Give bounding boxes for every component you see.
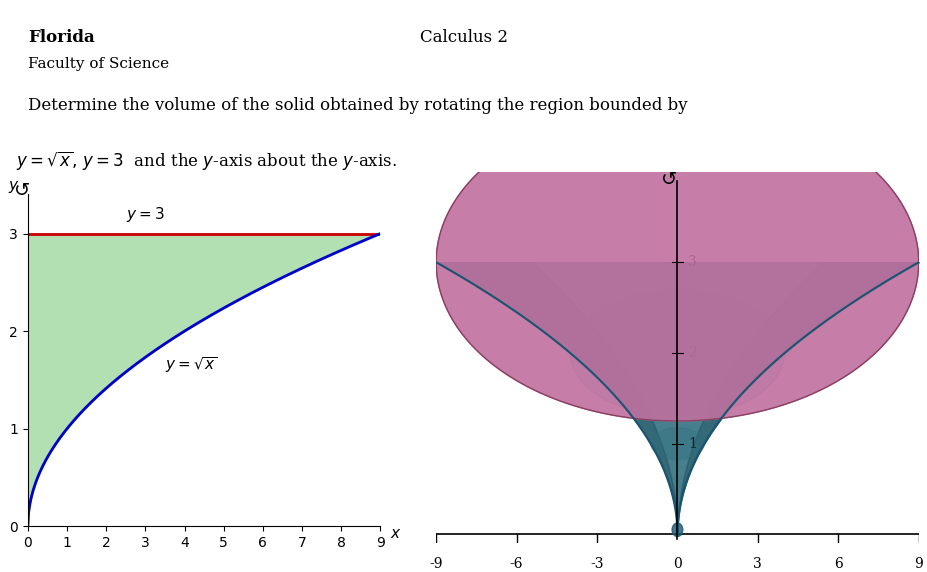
Ellipse shape bbox=[650, 428, 704, 459]
Text: 3: 3 bbox=[688, 255, 696, 269]
Text: 1: 1 bbox=[688, 436, 696, 451]
Text: ↺: ↺ bbox=[661, 170, 677, 189]
Text: -9: -9 bbox=[429, 557, 442, 571]
Text: 3: 3 bbox=[753, 557, 761, 571]
Text: 0: 0 bbox=[672, 557, 681, 571]
Ellipse shape bbox=[569, 289, 784, 416]
Text: Calculus 2: Calculus 2 bbox=[420, 29, 507, 46]
Text: $y=\sqrt{x}$: $y=\sqrt{x}$ bbox=[165, 355, 218, 375]
Text: $x$: $x$ bbox=[390, 527, 401, 541]
Ellipse shape bbox=[671, 523, 682, 537]
Text: -6: -6 bbox=[509, 557, 523, 571]
Text: Determine the volume of the solid obtained by rotating the region bounded by: Determine the volume of the solid obtain… bbox=[28, 97, 687, 114]
Text: 9: 9 bbox=[913, 557, 922, 571]
Text: Faculty of Science: Faculty of Science bbox=[28, 57, 169, 71]
Text: -3: -3 bbox=[590, 557, 603, 571]
Text: $y=\sqrt{x},\,y=3$  and the $y$-axis about the $y$-axis.: $y=\sqrt{x},\,y=3$ and the $y$-axis abou… bbox=[17, 149, 397, 172]
Text: $y$: $y$ bbox=[8, 178, 19, 194]
Text: 2: 2 bbox=[688, 346, 696, 360]
Ellipse shape bbox=[436, 104, 918, 421]
Text: 6: 6 bbox=[833, 557, 842, 571]
Text: ↺: ↺ bbox=[14, 181, 30, 200]
Text: Florida: Florida bbox=[28, 29, 95, 46]
Text: $y=3$: $y=3$ bbox=[126, 205, 164, 224]
